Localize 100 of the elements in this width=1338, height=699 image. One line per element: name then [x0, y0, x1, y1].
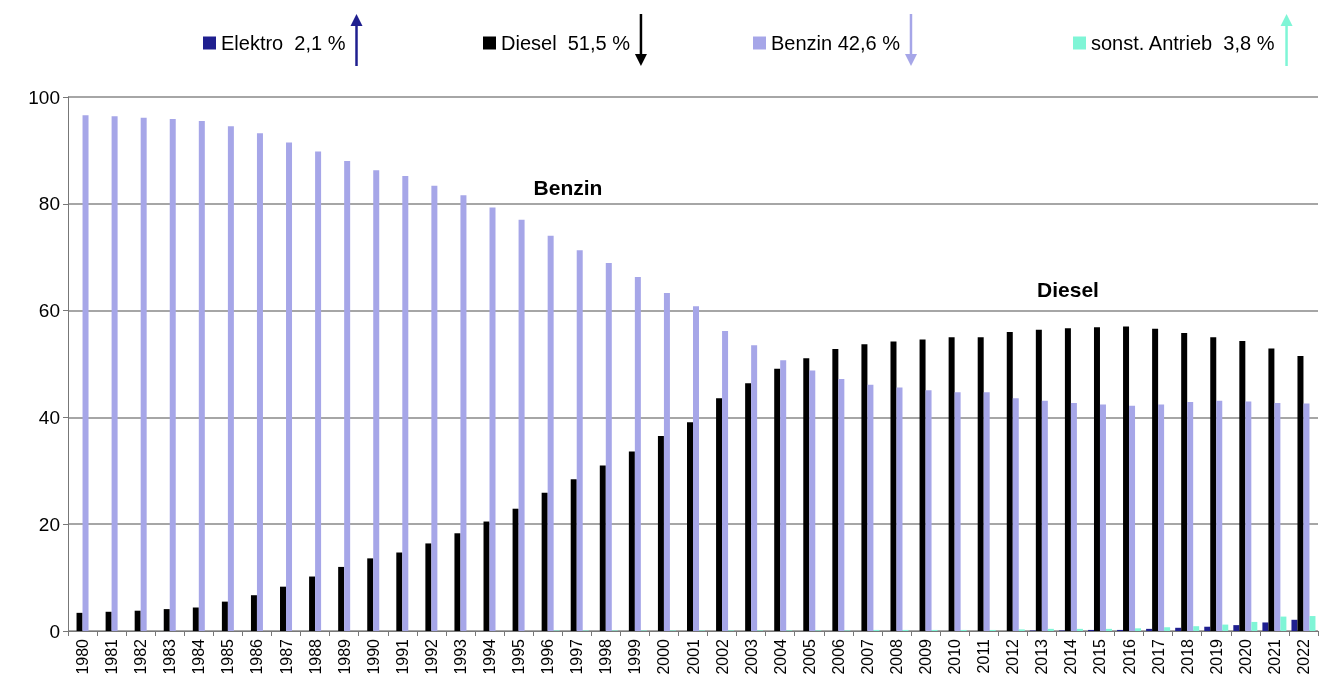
bar — [192, 607, 199, 631]
bar — [489, 207, 496, 631]
x-tick-label: 2008 — [887, 638, 905, 675]
bar — [1309, 616, 1316, 631]
x-tick-label: 1995 — [510, 638, 528, 675]
bar — [657, 436, 664, 631]
x-tick-label: 1991 — [393, 638, 411, 675]
bar — [344, 161, 351, 631]
x-tick-label: 1994 — [481, 638, 499, 675]
x-tick-label: 1999 — [626, 638, 644, 675]
bar — [1047, 628, 1054, 631]
bar — [867, 384, 874, 631]
bar — [861, 344, 868, 631]
bar — [890, 341, 897, 631]
bar — [1123, 326, 1130, 631]
x-tick-label: 2020 — [1236, 638, 1254, 675]
x-tick-label: 2022 — [1294, 638, 1312, 675]
x-tick-label: 2010 — [946, 638, 964, 675]
bar — [483, 521, 490, 631]
x-tick-label: 2000 — [655, 638, 673, 675]
x-tick-label: 2011 — [975, 638, 993, 674]
x-tick-label: 1992 — [422, 638, 440, 675]
bar — [338, 566, 345, 631]
bar — [1233, 625, 1240, 631]
bar — [634, 276, 641, 631]
bar — [628, 451, 635, 631]
x-tick-label: 1987 — [277, 638, 295, 675]
x-tick-label: 2002 — [713, 638, 731, 675]
x-tick-label: 2004 — [771, 638, 789, 675]
x-tick-label: 2021 — [1265, 638, 1283, 675]
bar — [774, 368, 781, 631]
bar — [402, 176, 409, 631]
bar — [163, 609, 170, 631]
bar — [367, 558, 374, 631]
x-tick-label: 2018 — [1178, 638, 1196, 675]
bar — [1093, 327, 1100, 631]
bar — [663, 292, 670, 631]
bar — [198, 121, 205, 631]
x-tick-label: 2007 — [858, 638, 876, 675]
bar — [134, 610, 141, 631]
bar — [1041, 400, 1048, 631]
bar — [1251, 621, 1258, 631]
bar — [693, 306, 699, 631]
bar — [1262, 622, 1269, 631]
bar — [221, 601, 228, 631]
bar — [1135, 628, 1142, 631]
bar — [1245, 401, 1252, 631]
bar — [140, 117, 147, 631]
bar — [687, 422, 693, 631]
x-tick-label: 2012 — [1004, 638, 1022, 675]
bar — [1175, 627, 1182, 631]
bar — [977, 337, 984, 631]
x-tick-label: 1981 — [103, 638, 121, 675]
bar — [745, 383, 752, 631]
x-tick-label: 2015 — [1091, 638, 1109, 675]
bar — [280, 586, 287, 631]
x-tick-label: 1993 — [451, 638, 469, 675]
bar — [431, 185, 438, 631]
x-tick-label: 1998 — [597, 638, 615, 675]
bar — [1099, 404, 1106, 631]
bar — [605, 263, 612, 631]
bar — [1105, 628, 1112, 631]
x-tick-label: 2001 — [684, 638, 702, 675]
x-tick-label: 2003 — [742, 638, 760, 675]
bar — [454, 533, 461, 631]
y-tick-label: 100 — [28, 86, 60, 108]
bar — [896, 387, 903, 631]
y-tick-label: 40 — [38, 406, 60, 428]
bar — [82, 115, 89, 631]
bar — [1303, 403, 1310, 631]
bar — [570, 479, 577, 631]
bar — [832, 349, 839, 631]
bar — [1193, 626, 1200, 631]
bar — [315, 151, 322, 631]
x-tick-label: 1982 — [132, 638, 150, 675]
bar — [722, 330, 729, 631]
bar — [780, 360, 787, 631]
bar — [838, 378, 845, 631]
bar — [809, 370, 816, 631]
x-tick-label: 1984 — [190, 638, 208, 675]
bar — [716, 398, 723, 631]
bar — [1181, 333, 1188, 631]
bar — [286, 142, 293, 631]
x-tick-label: 2019 — [1207, 638, 1225, 675]
x-tick-label: 1990 — [364, 638, 382, 675]
bar — [373, 170, 380, 631]
bar — [1064, 328, 1071, 631]
bar — [105, 611, 112, 631]
bar — [1239, 341, 1246, 631]
bar — [1070, 402, 1077, 631]
bar — [948, 337, 955, 631]
x-tick-label: 1997 — [568, 638, 586, 675]
bar — [512, 508, 519, 631]
x-tick-label: 2005 — [800, 638, 818, 675]
y-tick-label: 60 — [38, 300, 60, 322]
bar — [518, 219, 525, 631]
x-tick-label: 2014 — [1062, 638, 1080, 675]
x-tick-label: 1980 — [74, 638, 92, 675]
bar — [983, 392, 990, 631]
bar — [925, 390, 932, 631]
